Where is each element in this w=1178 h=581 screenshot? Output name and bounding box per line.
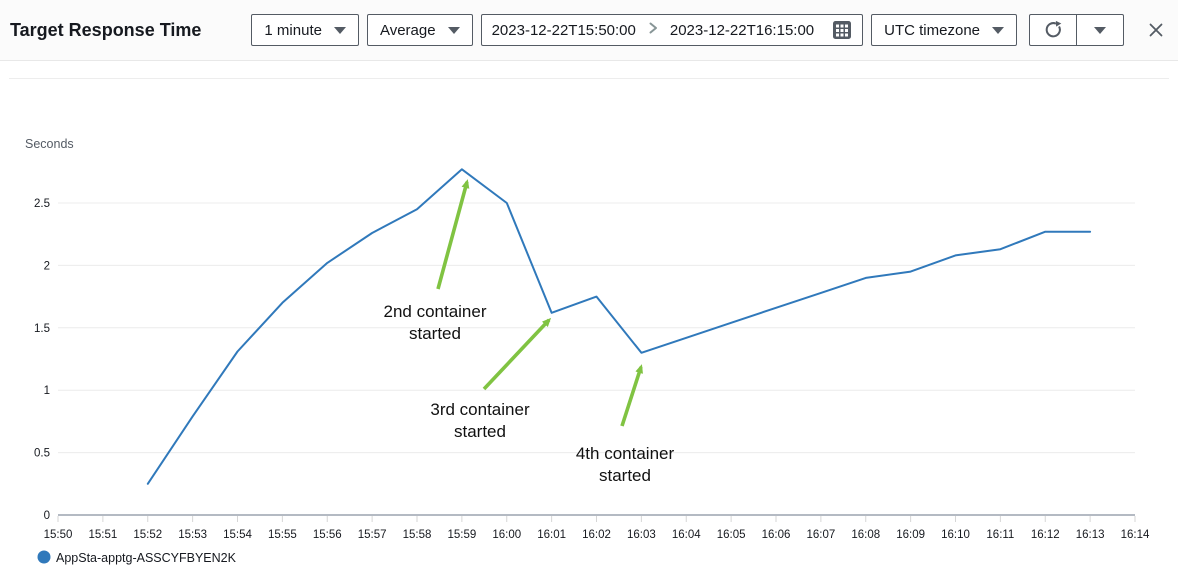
x-axis-tick-label: 16:00 (492, 529, 521, 541)
x-axis-tick-label: 15:58 (403, 529, 432, 541)
x-axis-tick-label: 15:51 (88, 529, 117, 541)
chart-line (146, 168, 1092, 485)
annotation-label: 4th container (576, 444, 675, 463)
x-axis-tick-label: 16:03 (627, 529, 656, 541)
close-icon (1146, 20, 1166, 40)
chevron-down-icon (447, 26, 460, 34)
x-axis-tick-label: 15:53 (178, 529, 207, 541)
refresh-split-button (1029, 14, 1124, 46)
page-title: Target Response Time (10, 19, 202, 40)
x-axis-tick-label: 16:04 (672, 529, 701, 541)
legend-swatch (37, 550, 51, 564)
y-axis-tick-label: 2 (44, 260, 50, 272)
x-axis-tick-label: 16:05 (717, 529, 746, 541)
x-axis-tick-label: 16:01 (537, 529, 566, 541)
annotation-label: started (599, 466, 651, 485)
x-axis-tick-label: 16:07 (806, 529, 835, 541)
date-start-value: 2023-12-22T15:50:00 (491, 21, 636, 39)
x-axis-tick-label: 16:10 (941, 529, 970, 541)
x-axis-tick-label: 16:08 (851, 529, 880, 541)
x-axis-tick-label: 16:13 (1076, 529, 1105, 541)
y-axis-tick-label: 0 (44, 510, 50, 522)
chevron-down-icon (1094, 26, 1106, 34)
x-axis-tick-label: 16:11 (986, 529, 1014, 541)
x-axis-tick-label: 15:56 (313, 529, 342, 541)
y-axis-title: Seconds (25, 137, 74, 151)
date-range-picker[interactable]: 2023-12-22T15:50:00 2023-12-22T16:15:00 (480, 14, 864, 46)
legend-item[interactable]: AppSta-apptg-ASSCYFBYEN2K (37, 550, 237, 566)
x-axis-tick-label: 16:09 (896, 529, 925, 541)
widget-header: Target Response Time 1 minute Average 20… (0, 0, 1178, 61)
x-axis-tick-label: 15:57 (358, 529, 387, 541)
x-axis-tick-label: 16:02 (582, 529, 611, 541)
close-button[interactable] (1146, 20, 1166, 40)
timezone-dropdown-label: UTC timezone (884, 21, 980, 39)
statistic-dropdown-label: Average (379, 21, 436, 39)
calendar-icon[interactable] (832, 20, 852, 40)
period-dropdown-label: 1 minute (264, 21, 322, 39)
chevron-right-icon (646, 20, 660, 40)
refresh-options-button[interactable] (1076, 15, 1123, 45)
header-chart-divider (9, 78, 1169, 79)
annotation-label: started (454, 422, 506, 441)
x-axis-tick-label: 15:54 (223, 529, 252, 541)
date-end-value: 2023-12-22T16:15:00 (669, 21, 815, 39)
statistic-dropdown[interactable]: Average (366, 14, 473, 46)
legend-label: AppSta-apptg-ASSCYFBYEN2K (56, 551, 237, 565)
widget-controls: 1 minute Average 2023-12-22T15:50:00 202… (251, 14, 1166, 46)
annotation-arrow (620, 364, 643, 427)
x-axis-tick-label: 15:52 (133, 529, 162, 541)
y-axis-tick-label: 0.5 (34, 448, 50, 460)
x-axis-tick-label: 15:59 (447, 529, 476, 541)
chevron-down-icon (992, 26, 1004, 34)
chart-annotation: 2nd container started (383, 179, 487, 343)
x-axis-tick-label: 15:55 (268, 529, 297, 541)
x-axis-tick-label: 16:06 (762, 529, 791, 541)
chevron-down-icon (333, 26, 346, 34)
y-axis-tick-label: 1 (44, 385, 50, 397)
x-axis-tick-label: 15:50 (44, 529, 73, 541)
refresh-button[interactable] (1030, 15, 1076, 45)
timezone-dropdown[interactable]: UTC timezone (871, 14, 1017, 46)
y-axis-tick-label: 1.5 (34, 323, 50, 335)
x-axis-tick-label: 16:14 (1121, 529, 1150, 541)
annotation-arrow (436, 179, 470, 290)
annotation-arrow (482, 317, 552, 391)
x-axis-tick-label: 16:12 (1031, 529, 1060, 541)
annotation-label: 3rd container (430, 400, 530, 419)
refresh-icon (1042, 19, 1064, 41)
period-dropdown[interactable]: 1 minute (251, 14, 359, 46)
y-axis-tick-label: 2.5 (34, 198, 50, 210)
annotation-label: 2nd container (383, 302, 486, 321)
annotation-label: started (409, 324, 461, 343)
chart-annotation: 4th container started (576, 364, 675, 485)
chart-annotation: 3rd container started (430, 317, 552, 441)
